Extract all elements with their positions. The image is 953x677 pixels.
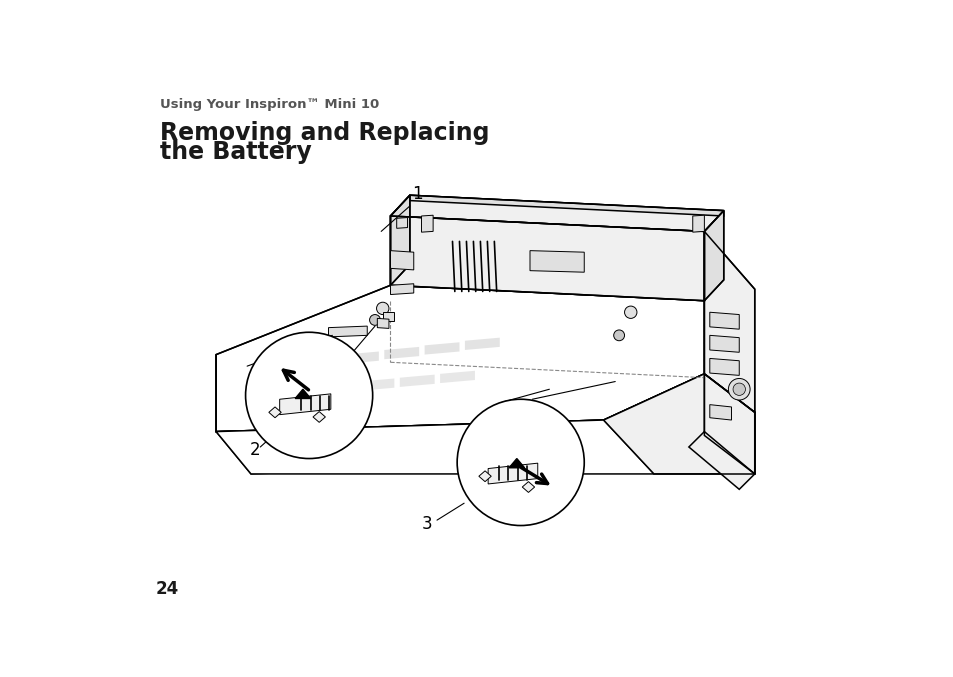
- Text: 2: 2: [249, 441, 260, 459]
- Text: 1: 1: [412, 185, 422, 203]
- Polygon shape: [390, 195, 410, 285]
- Polygon shape: [421, 215, 433, 232]
- Polygon shape: [410, 195, 723, 216]
- Polygon shape: [530, 250, 583, 272]
- Polygon shape: [377, 318, 389, 328]
- Text: 3: 3: [421, 515, 432, 533]
- Polygon shape: [703, 211, 723, 301]
- Polygon shape: [216, 420, 654, 474]
- Polygon shape: [269, 407, 281, 418]
- Circle shape: [369, 315, 380, 326]
- Text: Removing and Replacing: Removing and Replacing: [159, 121, 489, 146]
- Polygon shape: [603, 374, 754, 474]
- Polygon shape: [359, 378, 394, 391]
- Circle shape: [624, 306, 637, 318]
- Polygon shape: [390, 284, 414, 294]
- Polygon shape: [424, 343, 459, 355]
- Circle shape: [732, 383, 744, 395]
- Polygon shape: [396, 217, 407, 228]
- Polygon shape: [709, 358, 739, 375]
- Polygon shape: [603, 374, 754, 458]
- Text: Using Your Inspiron™ Mini 10: Using Your Inspiron™ Mini 10: [159, 98, 378, 111]
- Polygon shape: [703, 374, 754, 474]
- Polygon shape: [692, 215, 703, 232]
- Polygon shape: [328, 326, 367, 337]
- Polygon shape: [390, 216, 703, 301]
- Polygon shape: [509, 458, 524, 468]
- Polygon shape: [464, 338, 499, 350]
- Polygon shape: [382, 312, 394, 322]
- Circle shape: [456, 399, 583, 525]
- Polygon shape: [344, 351, 378, 364]
- Polygon shape: [216, 420, 654, 474]
- Polygon shape: [709, 405, 731, 420]
- Circle shape: [376, 302, 389, 315]
- Polygon shape: [216, 285, 703, 432]
- Polygon shape: [313, 412, 325, 422]
- Polygon shape: [488, 463, 537, 484]
- Polygon shape: [521, 481, 534, 492]
- Polygon shape: [709, 335, 739, 352]
- Circle shape: [728, 378, 749, 400]
- Polygon shape: [703, 232, 754, 412]
- Polygon shape: [384, 347, 418, 359]
- Circle shape: [613, 330, 624, 341]
- Text: the Battery: the Battery: [159, 139, 311, 164]
- Text: 24: 24: [155, 580, 179, 598]
- Polygon shape: [390, 195, 723, 232]
- Polygon shape: [688, 432, 754, 489]
- Polygon shape: [294, 389, 311, 399]
- Polygon shape: [709, 312, 739, 329]
- Polygon shape: [478, 471, 491, 481]
- Polygon shape: [390, 250, 414, 270]
- Circle shape: [245, 332, 373, 458]
- Polygon shape: [439, 371, 475, 383]
- Polygon shape: [399, 374, 435, 387]
- Polygon shape: [279, 394, 331, 414]
